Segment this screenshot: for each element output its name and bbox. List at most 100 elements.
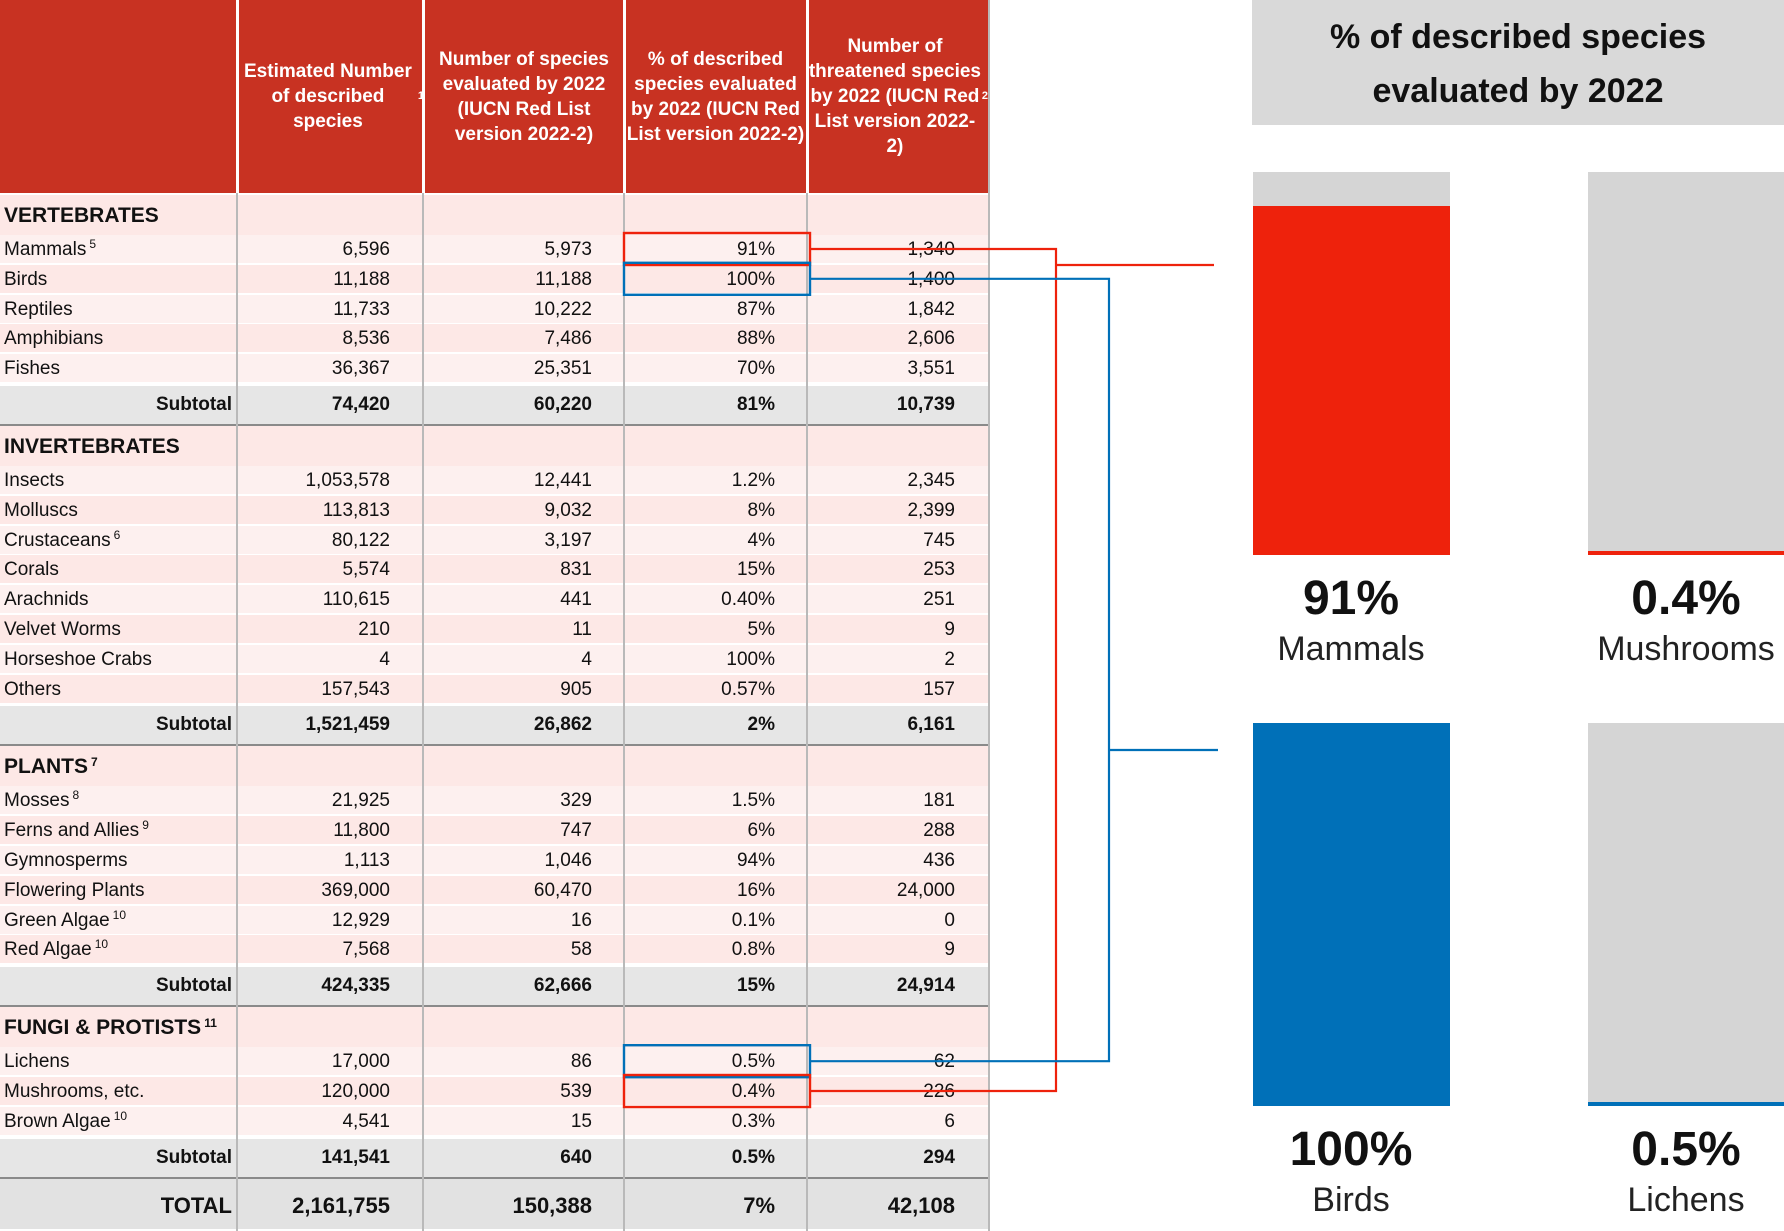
row-label-text: Ferns and Allies (4, 820, 140, 842)
row-label-text: Molluscs (4, 499, 78, 521)
subtotal-label: Subtotal (156, 1146, 232, 1168)
row-label: Mosses 8 (4, 786, 79, 816)
cell-eval: 11 (572, 619, 592, 640)
row-label-text: Crustaceans (4, 529, 111, 551)
column-separator (236, 193, 238, 1231)
total-eval: 150,388 (512, 1192, 592, 1218)
row-label-text: Arachnids (4, 589, 89, 611)
row-label: Flowering Plants (4, 876, 144, 906)
cell-thr: 1,842 (907, 298, 955, 320)
section-name: VERTEBRATES (4, 204, 159, 227)
total-label: TOTAL (160, 1192, 232, 1218)
footnote: 9 (142, 818, 149, 833)
row-label-text: Horseshoe Crabs (4, 648, 152, 670)
cell-thr: 251 (923, 589, 955, 611)
cell-eval: 10,222 (533, 298, 592, 320)
cell-pct: 1.2% (731, 470, 775, 491)
row-label: Lichens (4, 1047, 70, 1077)
footnote: 6 (113, 527, 121, 542)
total-est: 2,161,755 (292, 1192, 390, 1218)
cell-eval: 747 (560, 820, 592, 842)
row-label-text: Velvet Worms (4, 619, 121, 640)
cell-est: 210 (358, 619, 390, 640)
cell-thr: 2,606 (907, 328, 955, 350)
cell-pct: 0.40% (721, 589, 775, 611)
total-pct: 7% (743, 1192, 775, 1218)
subtotal-est: 141,541 (321, 1146, 390, 1168)
row-label-text: Lichens (4, 1051, 70, 1073)
cell-eval: 16 (570, 909, 592, 931)
cell-pct: 5% (747, 619, 775, 640)
subtotal-thr: 6,161 (907, 714, 955, 736)
cell-eval: 9,032 (544, 499, 592, 521)
cell-est: 12,929 (331, 909, 390, 931)
section-name: PLANTS (4, 755, 88, 779)
row-label: Brown Algae 10 (4, 1107, 127, 1137)
section-name: FUNGI & PROTISTS (4, 1016, 202, 1040)
cell-pct: 0.3% (731, 1110, 775, 1132)
cell-eval: 12,441 (533, 470, 592, 491)
subtotal-eval: 640 (560, 1146, 592, 1168)
cell-est: 11,188 (333, 268, 390, 290)
cell-eval: 329 (560, 790, 592, 812)
row-label: Reptiles (4, 295, 73, 325)
cell-pct: 70% (736, 358, 775, 380)
subtotal-pct: 2% (747, 714, 775, 736)
cell-pct: 87% (736, 298, 775, 320)
row-label: Gymnosperms (4, 846, 128, 876)
table-header-1: Estimated Number of described species 1 (238, 0, 424, 193)
table-header-2: Number of species evaluated by 2022 (IUC… (424, 0, 624, 193)
bar-category-label: Mushrooms (1597, 630, 1775, 668)
bar-value-label: 0.4% (1631, 572, 1741, 625)
row-label: Corals (4, 555, 59, 585)
footnote: 8 (72, 788, 80, 803)
row-label-text: Mushrooms, etc. (4, 1081, 145, 1102)
cell-eval: 1,046 (544, 850, 592, 871)
section-name: INVERTEBRATES (4, 435, 180, 458)
table-header-4: Number of threatened species by 2022 (IU… (808, 0, 988, 193)
subtotal-pct: 15% (736, 975, 775, 997)
subtotal-row (0, 1138, 990, 1177)
cell-eval: 441 (560, 589, 592, 611)
column-separator (806, 193, 808, 1231)
cell-pct: 0.8% (731, 939, 775, 961)
chart-title-box (1252, 0, 1784, 125)
footnote: 11 (204, 1016, 217, 1031)
cell-pct: 88% (736, 328, 775, 350)
bar-mushrooms (1588, 551, 1784, 555)
cell-thr: 288 (923, 820, 955, 842)
cell-pct: 0.4% (731, 1081, 775, 1102)
cell-thr: 62 (933, 1051, 955, 1073)
subtotal-label: Subtotal (156, 975, 232, 997)
cell-eval: 831 (560, 559, 592, 581)
bar-mammals (1253, 206, 1450, 555)
bar-lichens (1588, 1102, 1784, 1106)
subtotal-label: Subtotal (156, 714, 232, 736)
cell-pct: 94% (736, 850, 775, 871)
subtotal-est: 424,335 (321, 975, 390, 997)
row-label: Velvet Worms (4, 615, 121, 645)
row-label: Amphibians (4, 324, 103, 354)
row-label-text: Brown Algae (4, 1110, 111, 1132)
cell-est: 6,596 (342, 239, 390, 260)
cell-thr: 745 (923, 529, 955, 551)
cell-pct: 6% (747, 820, 775, 842)
header-separator (623, 0, 626, 193)
cell-eval: 11,188 (535, 268, 592, 290)
bar-category-label: Lichens (1627, 1181, 1745, 1219)
cell-pct: 91% (736, 239, 775, 260)
subtotal-thr: 24,914 (896, 975, 955, 997)
cell-thr: 9 (944, 939, 955, 961)
header-separator (422, 0, 425, 193)
cell-est: 369,000 (321, 879, 390, 901)
cell-thr: 24,000 (896, 879, 955, 901)
row-label: Molluscs (4, 496, 78, 526)
cell-est: 36,367 (331, 358, 390, 380)
cell-eval: 905 (560, 678, 592, 700)
row-label: Others (4, 675, 61, 705)
row-label-text: Green Algae (4, 909, 110, 931)
cell-pct: 0.57% (721, 678, 775, 700)
cell-thr: 436 (923, 850, 955, 871)
bar-category-label: Mammals (1277, 630, 1425, 668)
